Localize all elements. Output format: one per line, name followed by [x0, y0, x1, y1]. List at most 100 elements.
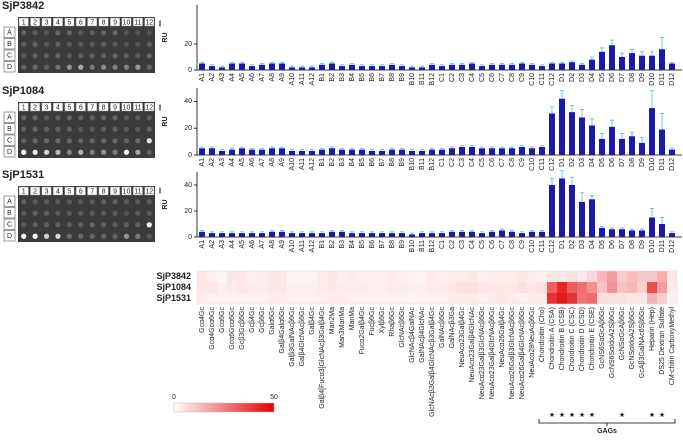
bar — [569, 112, 575, 155]
bar — [599, 51, 605, 70]
array-row-label: B — [7, 41, 12, 48]
array-spot — [135, 210, 141, 216]
array-col-label: 10 — [123, 104, 131, 111]
array-col-label: 12 — [145, 19, 153, 26]
x-tick-label: C5 — [479, 73, 486, 82]
x-tick-label: D5 — [599, 158, 606, 167]
array-spot — [101, 53, 107, 59]
array-col-label: 1 — [22, 188, 26, 195]
glycan-label: GcNS6SαIdoA2Sβ6Gc — [609, 307, 616, 379]
x-tick-label: B1 — [319, 158, 326, 167]
glycan-label: Fucβ6Gc — [369, 307, 376, 336]
array-spot — [89, 30, 95, 36]
bar — [589, 59, 595, 70]
heatmap-row-label: SjP3842 — [156, 271, 191, 281]
array-spot — [78, 30, 84, 36]
x-tick-label: A5 — [239, 73, 246, 82]
array-spot — [43, 149, 50, 155]
x-tick-label: B12 — [429, 158, 436, 171]
glycan-label: Galβ3GalNAcβ6Gc — [289, 307, 296, 367]
x-tick-label: A8 — [269, 158, 276, 167]
panel-title: SjP1084 — [2, 85, 45, 97]
x-tick-label: C6 — [489, 73, 496, 82]
x-tick-label: C1 — [439, 240, 446, 249]
heatmap-cell — [547, 293, 557, 304]
bar — [479, 66, 485, 70]
x-tick-label: A1 — [199, 73, 206, 82]
x-tick-label: B6 — [369, 240, 376, 249]
bar — [559, 178, 565, 237]
array-spot — [32, 41, 38, 47]
heatmap-cell — [647, 271, 657, 282]
heatmap-cell — [557, 282, 567, 293]
bar — [239, 148, 245, 155]
heatmap-cell — [347, 271, 357, 282]
array-spot — [43, 126, 50, 132]
array-image — [18, 17, 155, 73]
heatmap-cell — [627, 282, 637, 293]
heatmap-cell — [597, 282, 607, 293]
x-tick-label: C12 — [549, 73, 556, 86]
x-tick-label: B7 — [379, 73, 386, 82]
array-spot — [78, 64, 84, 70]
array-spot — [112, 210, 118, 216]
bar — [199, 63, 205, 70]
x-tick-label: A10 — [289, 158, 296, 171]
bar — [439, 233, 445, 237]
glycan-label: NeuAcα23Galβ4GlcNAcβ6Gc — [489, 307, 496, 400]
heatmap-cell — [397, 271, 407, 282]
array-spot — [43, 222, 50, 228]
glycan-label: NeuAcα23Galβ3GlcNAcβ6Gc — [479, 307, 486, 400]
heatmap-cell — [357, 293, 367, 304]
glycan-label: Galβ4Gc — [309, 307, 316, 335]
heatmap-cell — [577, 271, 587, 282]
heatmap-cell — [247, 293, 257, 304]
colorbar-max-label: 50 — [270, 394, 278, 401]
array-spot — [55, 210, 61, 216]
array-spot — [21, 233, 27, 239]
array-col-box — [98, 186, 109, 196]
heatmap-cell — [497, 271, 507, 282]
x-tick-label: D2 — [569, 240, 576, 249]
bar — [499, 64, 505, 70]
x-tick-label: D7 — [619, 240, 626, 249]
x-tick-label: B11 — [419, 240, 426, 252]
bar — [659, 129, 665, 155]
heatmap-cell — [257, 293, 267, 304]
array-row-label: B — [7, 210, 12, 217]
array-row-label: C — [7, 53, 12, 60]
array-image — [18, 102, 155, 158]
array-col-box — [18, 102, 29, 112]
heatmap-cell — [657, 282, 667, 293]
array-col-label: 6 — [79, 104, 83, 111]
x-tick-label: B11 — [419, 73, 426, 85]
bar — [319, 64, 325, 70]
heatmap-cell — [437, 282, 447, 293]
heatmap-cell — [657, 293, 667, 304]
heatmap-cell — [457, 271, 467, 282]
array-col-box — [64, 102, 75, 112]
heatmap-cell — [277, 282, 287, 293]
bar — [339, 66, 345, 70]
array-spot — [101, 233, 107, 239]
x-tick-label: D8 — [629, 73, 636, 82]
bar — [369, 233, 375, 237]
x-tick-label: A3 — [219, 240, 226, 249]
array-spot — [21, 210, 27, 216]
array-spot — [89, 199, 95, 205]
array-col-label: 9 — [113, 19, 117, 26]
array-spot — [43, 53, 50, 59]
array-spot — [66, 210, 72, 216]
x-tick-label: D6 — [609, 240, 616, 249]
x-tick-label: B3 — [339, 158, 346, 167]
x-tick-label: C11 — [539, 73, 546, 85]
x-tick-label: B3 — [339, 240, 346, 249]
array-spot — [21, 126, 27, 132]
x-tick-label: A11 — [299, 73, 306, 85]
x-tick-label: D5 — [599, 240, 606, 249]
array-col-label: 8 — [102, 104, 106, 111]
x-tick-label: C10 — [529, 158, 536, 171]
heatmap-cell — [507, 271, 517, 282]
x-tick-label: B7 — [379, 240, 386, 249]
